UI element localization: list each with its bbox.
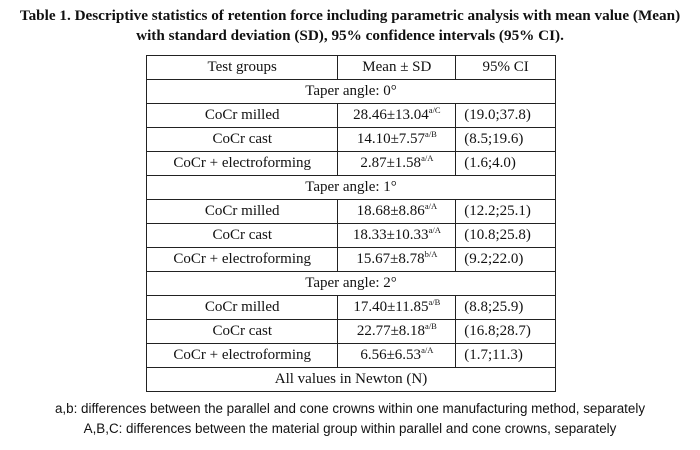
significance-superscript: a/A xyxy=(428,225,441,235)
mean-value: 28.46±13.04 xyxy=(353,107,429,123)
mean-value: 17.40±11.85 xyxy=(353,299,429,315)
table-row: CoCr milled 28.46±13.04a/C (19.0;37.8) xyxy=(145,103,556,128)
cell-ci: (12.2;25.1) xyxy=(455,199,556,224)
header-test-groups: Test groups xyxy=(145,55,339,80)
cell-group: CoCr cast xyxy=(145,223,339,248)
cell-group: CoCr milled xyxy=(145,295,339,320)
cell-ci: (10.8;25.8) xyxy=(455,223,556,248)
header-mean-sd: Mean ± SD xyxy=(337,55,457,80)
units-row: All values in Newton (N) xyxy=(146,367,556,392)
table-row: CoCr + electroforming 2.87±1.58a/A (1.6;… xyxy=(145,151,556,176)
significance-superscript: a/A xyxy=(424,201,438,211)
cell-mean-sd: 28.46±13.04a/C xyxy=(337,103,457,128)
mean-value: 15.67±8.78 xyxy=(356,251,425,267)
cell-mean-sd: 17.40±11.85a/B xyxy=(337,295,457,320)
table-row: CoCr cast 18.33±10.33a/A (10.8;25.8) xyxy=(145,223,556,248)
table-row: CoCr cast 22.77±8.18a/B (16.8;28.7) xyxy=(145,319,556,344)
footnote-uppercase: A,B,C: differences between the material … xyxy=(83,421,617,436)
cell-ci: (1.7;11.3) xyxy=(455,343,556,368)
cell-group: CoCr cast xyxy=(145,127,339,152)
cell-ci: (9.2;22.0) xyxy=(455,247,556,272)
cell-mean-sd: 18.68±8.86a/A xyxy=(337,199,457,224)
cell-ci: (1.6;4.0) xyxy=(455,151,556,176)
retention-force-table: Test groups Mean ± SD 95% CI Taper angle… xyxy=(145,55,556,392)
significance-superscript: b/A xyxy=(424,249,438,259)
mean-value: 14.10±7.57 xyxy=(356,131,426,147)
cell-mean-sd: 15.67±8.78b/A xyxy=(337,247,457,272)
mean-value: 18.68±8.86 xyxy=(356,203,425,219)
mean-value: 18.33±10.33 xyxy=(352,227,429,243)
header-row: Test groups Mean ± SD 95% CI xyxy=(145,55,556,80)
cell-group: CoCr milled xyxy=(145,199,339,224)
section-row: Taper angle: 1° xyxy=(146,175,556,200)
mean-value: 2.87±1.58 xyxy=(360,155,422,171)
significance-superscript: a/A xyxy=(421,345,434,355)
cell-group: CoCr + electroforming xyxy=(145,247,339,272)
mean-value: 6.56±6.53 xyxy=(360,347,422,363)
cell-group: CoCr + electroforming xyxy=(145,343,339,368)
header-95-ci: 95% CI xyxy=(455,55,556,80)
cell-mean-sd: 14.10±7.57a/B xyxy=(337,127,457,152)
cell-ci: (19.0;37.8) xyxy=(455,103,556,128)
mean-value: 22.77±8.18 xyxy=(356,323,426,339)
significance-superscript: a/B xyxy=(425,321,437,331)
significance-superscript: a/A xyxy=(421,153,434,163)
cell-group: CoCr cast xyxy=(145,319,339,344)
cell-group: CoCr milled xyxy=(145,103,339,128)
cell-mean-sd: 22.77±8.18a/B xyxy=(337,319,457,344)
table-row: CoCr milled 18.68±8.86a/A (12.2;25.1) xyxy=(145,199,556,224)
section-title: Taper angle: 1° xyxy=(146,175,556,200)
cell-ci: (16.8;28.7) xyxy=(455,319,556,344)
cell-mean-sd: 6.56±6.53a/A xyxy=(337,343,457,368)
significance-superscript: a/B xyxy=(428,297,441,307)
cell-mean-sd: 2.87±1.58a/A xyxy=(337,151,457,176)
cell-group: CoCr + electroforming xyxy=(145,151,339,176)
table-row: CoCr milled 17.40±11.85a/B (8.8;25.9) xyxy=(145,295,556,320)
significance-superscript: a/B xyxy=(425,129,437,139)
cell-ci: (8.5;19.6) xyxy=(455,127,556,152)
significance-superscript: a/C xyxy=(428,105,441,115)
cell-ci: (8.8;25.9) xyxy=(455,295,556,320)
footnote-lowercase: a,b: differences between the parallel an… xyxy=(54,401,646,416)
table-row: CoCr + electroforming 15.67±8.78b/A (9.2… xyxy=(145,247,556,272)
table-row: CoCr cast 14.10±7.57a/B (8.5;19.6) xyxy=(145,127,556,152)
units-note: All values in Newton (N) xyxy=(146,367,556,392)
table-row: CoCr + electroforming 6.56±6.53a/A (1.7;… xyxy=(145,343,556,368)
section-title: Taper angle: 0° xyxy=(146,79,556,104)
section-title: Taper angle: 2° xyxy=(146,271,556,296)
cell-mean-sd: 18.33±10.33a/A xyxy=(337,223,457,248)
table-caption: Table 1. Descriptive statistics of reten… xyxy=(19,7,681,44)
section-row: Taper angle: 2° xyxy=(146,271,556,296)
section-row: Taper angle: 0° xyxy=(146,79,556,104)
